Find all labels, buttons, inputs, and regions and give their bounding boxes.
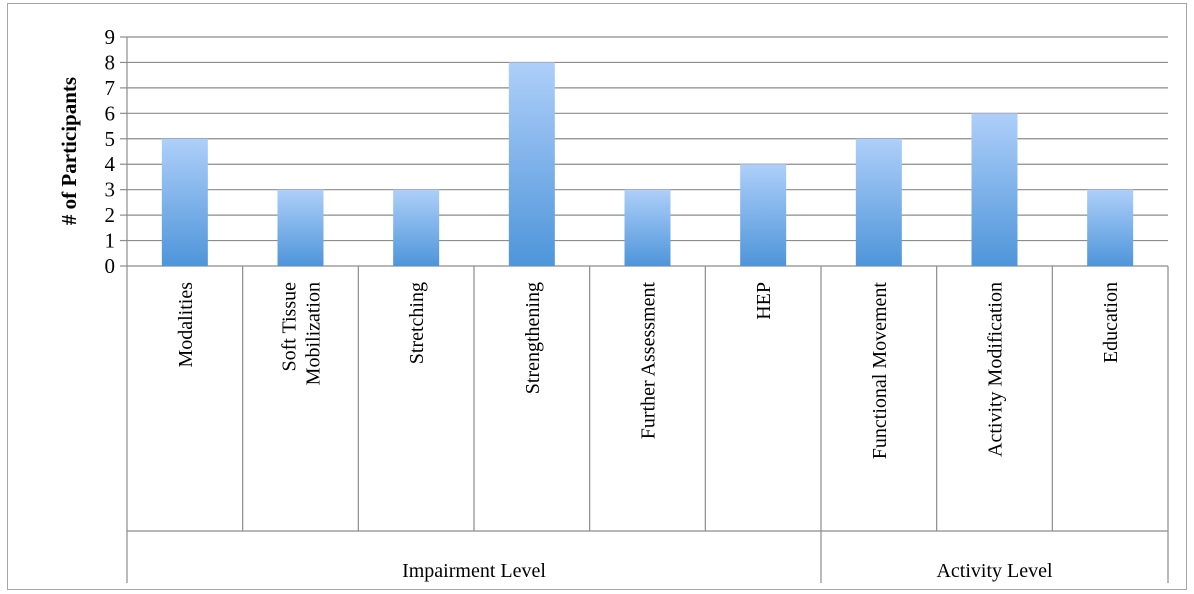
bar bbox=[1087, 189, 1134, 266]
bar bbox=[161, 138, 208, 266]
group-labels: Impairment Level Activity Level bbox=[402, 560, 1053, 582]
bar bbox=[855, 138, 902, 266]
bar bbox=[393, 189, 440, 266]
category-label: Soft Tissue bbox=[279, 282, 301, 372]
axes bbox=[120, 36, 1169, 583]
bar bbox=[971, 113, 1018, 266]
category-label: Mobilization bbox=[303, 282, 325, 385]
category-label: Functional Movement bbox=[869, 282, 891, 460]
y-tick-label: 8 bbox=[105, 50, 116, 74]
bars bbox=[161, 62, 1134, 266]
category-label: Activity Modification bbox=[985, 282, 1007, 457]
category-label: Education bbox=[1100, 282, 1122, 363]
y-tick-label: 9 bbox=[105, 25, 116, 49]
bar bbox=[624, 189, 671, 266]
y-tick-label: 4 bbox=[105, 152, 116, 176]
category-label: Further Assessment bbox=[638, 282, 660, 440]
category-label: Modalities bbox=[175, 282, 197, 368]
y-tick-label: 5 bbox=[105, 127, 116, 151]
chart-frame bbox=[7, 3, 1187, 590]
y-tick-label: 2 bbox=[105, 203, 116, 227]
y-tick-label: 1 bbox=[105, 229, 116, 253]
y-tick-label: 6 bbox=[105, 101, 116, 125]
category-label: Strengthening bbox=[522, 282, 544, 394]
bar bbox=[508, 62, 555, 266]
group-label: Activity Level bbox=[936, 560, 1053, 582]
y-axis-title: # of Participants bbox=[57, 77, 81, 225]
bar bbox=[277, 189, 324, 266]
category-label: Stretching bbox=[406, 282, 428, 364]
group-label: Impairment Level bbox=[402, 560, 546, 582]
y-tick-label: 0 bbox=[105, 254, 116, 278]
y-tick-label: 3 bbox=[105, 178, 116, 202]
category-label: HEP bbox=[753, 282, 775, 320]
y-tick-label: 7 bbox=[105, 76, 116, 100]
category-labels: Modalities Soft Tissue Mobilization Stretch… bbox=[175, 282, 1122, 460]
bar bbox=[740, 164, 787, 266]
